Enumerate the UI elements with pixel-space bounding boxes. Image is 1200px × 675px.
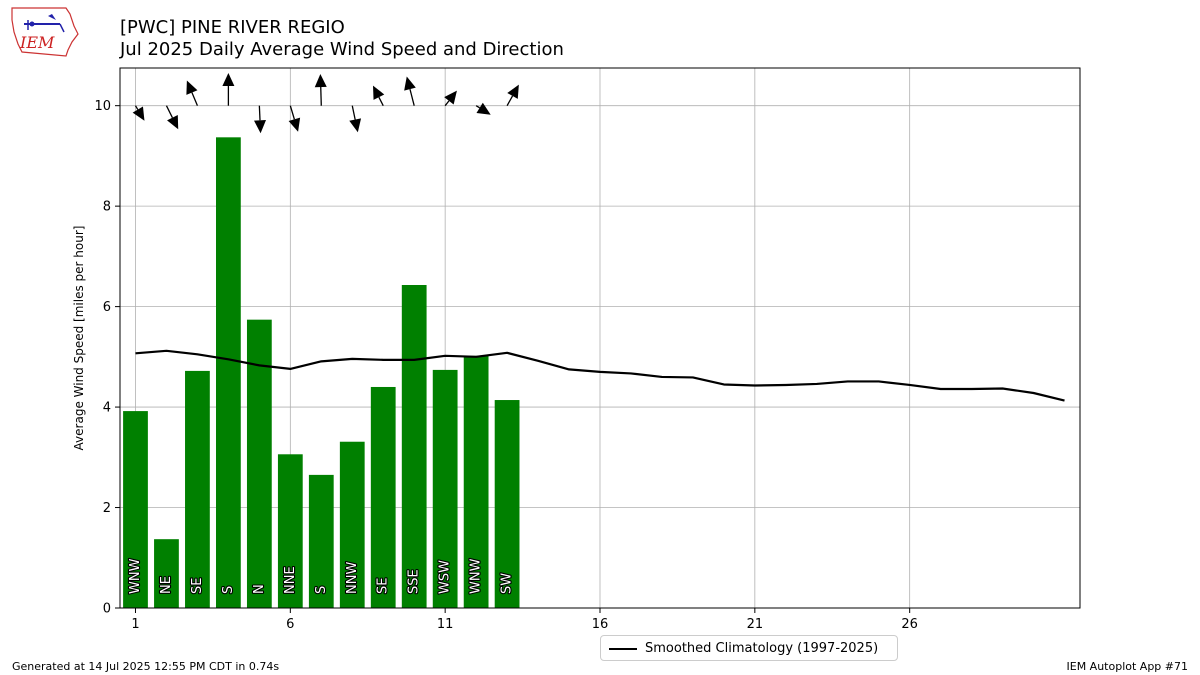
bar-day-4 <box>216 137 241 608</box>
wind-arrow-day-13 <box>506 84 519 106</box>
wind-arrow-head <box>349 118 362 133</box>
wind-arrow-shaft <box>351 105 356 120</box>
wind-arrow-shaft <box>444 100 450 107</box>
y-tick-label: 6 <box>103 300 111 315</box>
direction-label-day-13: SW <box>500 573 515 594</box>
x-tick-label: 21 <box>747 617 764 632</box>
x-tick-label: 11 <box>437 617 454 632</box>
direction-label-day-9: SE <box>376 578 391 594</box>
bar-day-8 <box>339 441 365 608</box>
x-tick-label: 26 <box>901 617 918 632</box>
wind-arrow-head <box>404 76 416 91</box>
wind-arrow-head <box>444 90 457 105</box>
generated-timestamp: Generated at 14 Jul 2025 12:55 PM CDT in… <box>12 660 280 673</box>
climatology-line <box>135 349 1065 402</box>
y-tick-label: 4 <box>103 401 111 416</box>
wind-arrow-head <box>373 85 385 100</box>
wind-arrow-day-12 <box>475 102 491 115</box>
bar-day-6 <box>277 454 303 608</box>
wind-arrow-day-7 <box>314 74 327 106</box>
y-tick-label: 10 <box>94 99 111 114</box>
y-tick-label: 0 <box>103 602 111 617</box>
direction-label-day-11: WSW <box>438 560 453 594</box>
wind-arrow-layer <box>132 73 519 134</box>
legend-line-swatch <box>609 648 637 650</box>
wind-arrow-day-5 <box>254 105 267 134</box>
wind-arrow-shaft <box>409 88 415 106</box>
wind-arrow-day-4 <box>222 73 235 106</box>
wind-arrow-day-3 <box>186 80 199 106</box>
bar-day-13 <box>494 400 520 608</box>
direction-label-day-12: WNW <box>469 558 484 594</box>
direction-label-day-2: NE <box>159 576 174 594</box>
app-credit: IEM Autoplot App #71 <box>1066 660 1189 673</box>
direction-label-day-7: S <box>314 586 329 594</box>
direction-label-day-3: SE <box>190 578 205 594</box>
y-tick-label: 2 <box>103 501 111 516</box>
logo-text: IEM <box>19 33 55 52</box>
wind-arrow-head <box>314 74 327 88</box>
wind-arrow-day-11 <box>444 90 457 107</box>
wind-arrow-day-8 <box>349 105 362 133</box>
direction-label-day-5: N <box>252 584 267 594</box>
bar-day-11 <box>432 369 458 608</box>
legend: Smoothed Climatology (1997-2025) <box>600 635 898 661</box>
wind-arrow-head <box>288 117 301 132</box>
chart-title: [PWC] PINE RIVER REGIO <box>120 17 345 38</box>
wind-arrow-day-6 <box>288 105 301 132</box>
x-tick-label: 16 <box>592 617 609 632</box>
x-tick-label: 6 <box>286 617 294 632</box>
wind-arrow-shaft <box>378 96 384 106</box>
wind-arrow-head <box>132 106 145 121</box>
wind-arrow-head <box>222 73 235 87</box>
iem-logo: IEM <box>11 7 79 57</box>
legend-label: Smoothed Climatology (1997-2025) <box>645 641 879 656</box>
wind-arrow-head <box>167 114 179 130</box>
y-axis-label: Average Wind Speed [miles per hour] <box>72 226 86 451</box>
wind-arrow-shaft <box>289 105 295 120</box>
wind-arrow-head <box>186 80 198 95</box>
bar-day-12 <box>463 355 489 608</box>
wind-arrow-shaft <box>134 105 139 110</box>
wind-arrow-shaft <box>258 105 261 121</box>
y-tick-label: 8 <box>103 200 111 215</box>
direction-label-day-6: NNE <box>283 566 298 594</box>
bar-day-10 <box>401 285 427 608</box>
wind-arrow-day-2 <box>165 105 179 130</box>
bar-day-3 <box>185 370 210 608</box>
direction-label-day-4: S <box>221 586 236 594</box>
direction-label-day-10: SSE <box>407 569 422 594</box>
bar-day-9 <box>370 386 396 608</box>
bar-day-2 <box>154 539 179 608</box>
direction-label-layer: WNW NE SE S N NNE S NNW SE SSE WSW WNW SW <box>127 557 516 595</box>
wind-arrow-head <box>476 102 491 115</box>
wind-arrow-head <box>507 84 519 99</box>
wind-arrow-shaft <box>320 87 322 106</box>
bar-day-7 <box>308 474 334 608</box>
wind-arrow-day-9 <box>373 85 385 106</box>
wind-arrow-shaft <box>506 95 514 106</box>
direction-label-day-8: NNW <box>345 562 360 594</box>
bar-layer <box>123 137 520 608</box>
chart-subtitle: Jul 2025 Daily Average Wind Speed and Di… <box>120 39 564 60</box>
wind-arrow-shaft <box>475 105 480 109</box>
wind-arrow-shaft <box>165 105 174 118</box>
wind-arrow-head <box>254 120 267 134</box>
climatology-layer <box>135 349 1065 402</box>
bar-day-1 <box>123 411 148 608</box>
x-tick-label: 1 <box>131 617 139 632</box>
wind-arrow-shaft <box>191 92 199 106</box>
wind-arrow-day-10 <box>404 76 416 106</box>
bar-day-5 <box>246 319 272 608</box>
wind-arrow-day-1 <box>132 105 145 121</box>
direction-label-day-1: WNW <box>128 558 143 594</box>
